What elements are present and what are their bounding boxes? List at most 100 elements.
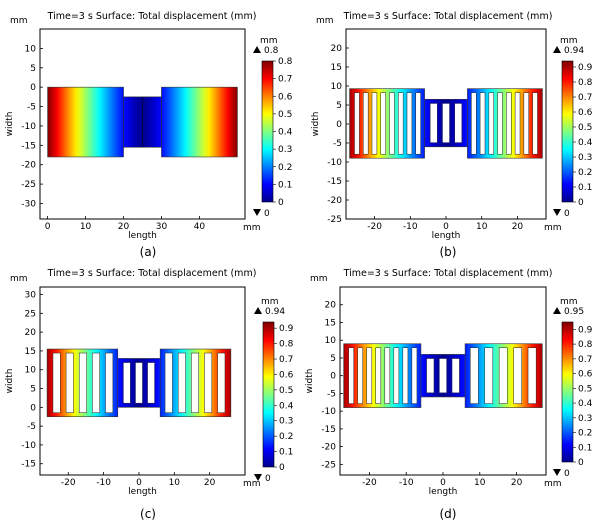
x-unit: mm: [243, 479, 261, 489]
y-axis-label: width: [311, 112, 321, 137]
colorbar-tick-label: 0.4: [578, 399, 593, 409]
y-tick-label: 5: [30, 64, 36, 74]
colorbar-tick-label: 0.4: [279, 401, 294, 411]
lattice-cell: [52, 352, 61, 413]
x-tick-label: -20: [367, 222, 382, 232]
max-triangle-icon: [553, 307, 561, 314]
y-tick-label: 10: [25, 44, 37, 54]
x-tick-label: 20: [511, 478, 523, 488]
y-tick-label: -25: [321, 460, 336, 470]
x-axis-label: length: [128, 231, 157, 241]
colorbar-tick-label: 0.9: [578, 325, 593, 335]
lattice-cell: [397, 92, 404, 155]
x-unit: mm: [243, 223, 261, 233]
min-triangle-icon: [553, 209, 561, 216]
x-axis-label: length: [432, 231, 461, 241]
lattice-cell: [513, 347, 522, 404]
x-tick-label: 20: [118, 222, 130, 232]
colorbar-tick-label: 0.1: [578, 443, 592, 453]
panel-a: Time=3 s Surface: Total displacement (mm…: [5, 11, 293, 259]
lattice-cell: [527, 347, 537, 404]
lattice-cell: [371, 92, 378, 155]
colorbar-tick-label: 0.8: [578, 78, 593, 88]
lattice-cell: [78, 352, 87, 413]
lattice-cell: [348, 347, 354, 404]
neck-cell: [134, 362, 144, 404]
y-tick-label: 25: [25, 309, 36, 319]
colorbar-tick-label: 0.6: [278, 92, 293, 102]
neck-cell: [441, 102, 451, 144]
colorbar-unit: mm: [560, 36, 578, 46]
panel-caption: (c): [140, 507, 156, 521]
x-tick-label: -10: [399, 478, 414, 488]
lattice-cell: [497, 92, 503, 155]
lattice-cell: [354, 92, 360, 155]
lattice-cell: [164, 352, 173, 413]
plot-title: Time=3 s Surface: Total displacement (mm…: [343, 268, 553, 279]
lattice-cell: [357, 347, 364, 404]
colorbar-tick-label: 0.7: [578, 93, 592, 103]
panel-d: Time=3 s Surface: Total displacement (mm…: [305, 268, 593, 521]
y-tick-label: 5: [336, 101, 342, 111]
lattice-cell: [523, 92, 530, 155]
y-tick-label: 0: [330, 372, 336, 382]
neck-cell: [438, 357, 448, 394]
y-axis-label: width: [305, 369, 315, 394]
colorbar: [561, 321, 574, 463]
y-unit: mm: [310, 274, 328, 284]
x-tick-label: -20: [61, 478, 76, 488]
x-axis-label: length: [128, 487, 157, 497]
colorbar-tick-label: 0.8: [278, 57, 293, 67]
y-tick-label: 0: [30, 403, 36, 413]
y-tick-label: 5: [330, 354, 336, 364]
y-tick-label: 0: [336, 120, 342, 130]
x-tick-label: 0: [440, 478, 446, 488]
colorbar-tick-label: 0.5: [578, 123, 592, 133]
y-tick-label: -15: [327, 177, 342, 187]
x-tick-label: 20: [204, 478, 216, 488]
colorbar-tick-label: 0.2: [578, 429, 592, 439]
lattice-cell: [393, 347, 400, 404]
x-tick-label: 0: [443, 222, 449, 232]
y-tick-label: 20: [325, 301, 337, 311]
colorbar-unit: mm: [260, 36, 278, 46]
colorbar-unit: mm: [261, 297, 279, 307]
colorbar-tick-label: 0.7: [279, 355, 293, 365]
colorbar-tick-label: 0: [578, 198, 584, 208]
panel-c: Time=3 s Surface: Total displacement (mm…: [5, 268, 294, 521]
lattice-cell: [105, 352, 114, 413]
colorbar-tick-label: 0.3: [278, 145, 292, 155]
lattice-cell: [402, 347, 409, 404]
y-tick-label: -20: [21, 161, 36, 171]
lattice-cell: [204, 352, 213, 413]
y-tick-label: 0: [30, 83, 36, 93]
lattice-cell: [470, 347, 479, 404]
lattice-cell: [406, 92, 413, 155]
lattice-cell: [488, 92, 495, 155]
colorbar-tick-label: 0.5: [578, 384, 592, 394]
colorbar-tick-label: 0.1: [578, 183, 592, 193]
lattice-cell: [479, 92, 486, 155]
max-value: 0.8: [264, 46, 279, 56]
y-tick-label: 30: [25, 291, 37, 301]
colorbar-tick-label: 0.9: [578, 63, 593, 73]
y-tick-label: -25: [21, 180, 36, 190]
max-triangle-icon: [253, 46, 261, 53]
y-tick-label: -15: [21, 460, 36, 470]
left-block: [349, 88, 425, 159]
neck-cell: [451, 357, 460, 394]
colorbar: [561, 60, 574, 203]
colorbar-tick-label: 0.5: [278, 110, 292, 120]
min-triangle-icon: [254, 474, 262, 481]
y-tick-label: 5: [30, 385, 36, 395]
x-axis-label: length: [429, 487, 458, 497]
y-axis-label: width: [5, 112, 15, 137]
neck-cell: [454, 102, 463, 144]
colorbar-tick-label: 0.3: [279, 417, 293, 427]
lattice-cell: [506, 92, 512, 155]
y-tick-label: 10: [25, 366, 37, 376]
y-unit: mm: [10, 274, 28, 284]
lattice-cell: [65, 352, 74, 413]
panel-b: Time=3 s Surface: Total displacement (mm…: [311, 11, 593, 259]
neck-cell: [429, 102, 438, 144]
